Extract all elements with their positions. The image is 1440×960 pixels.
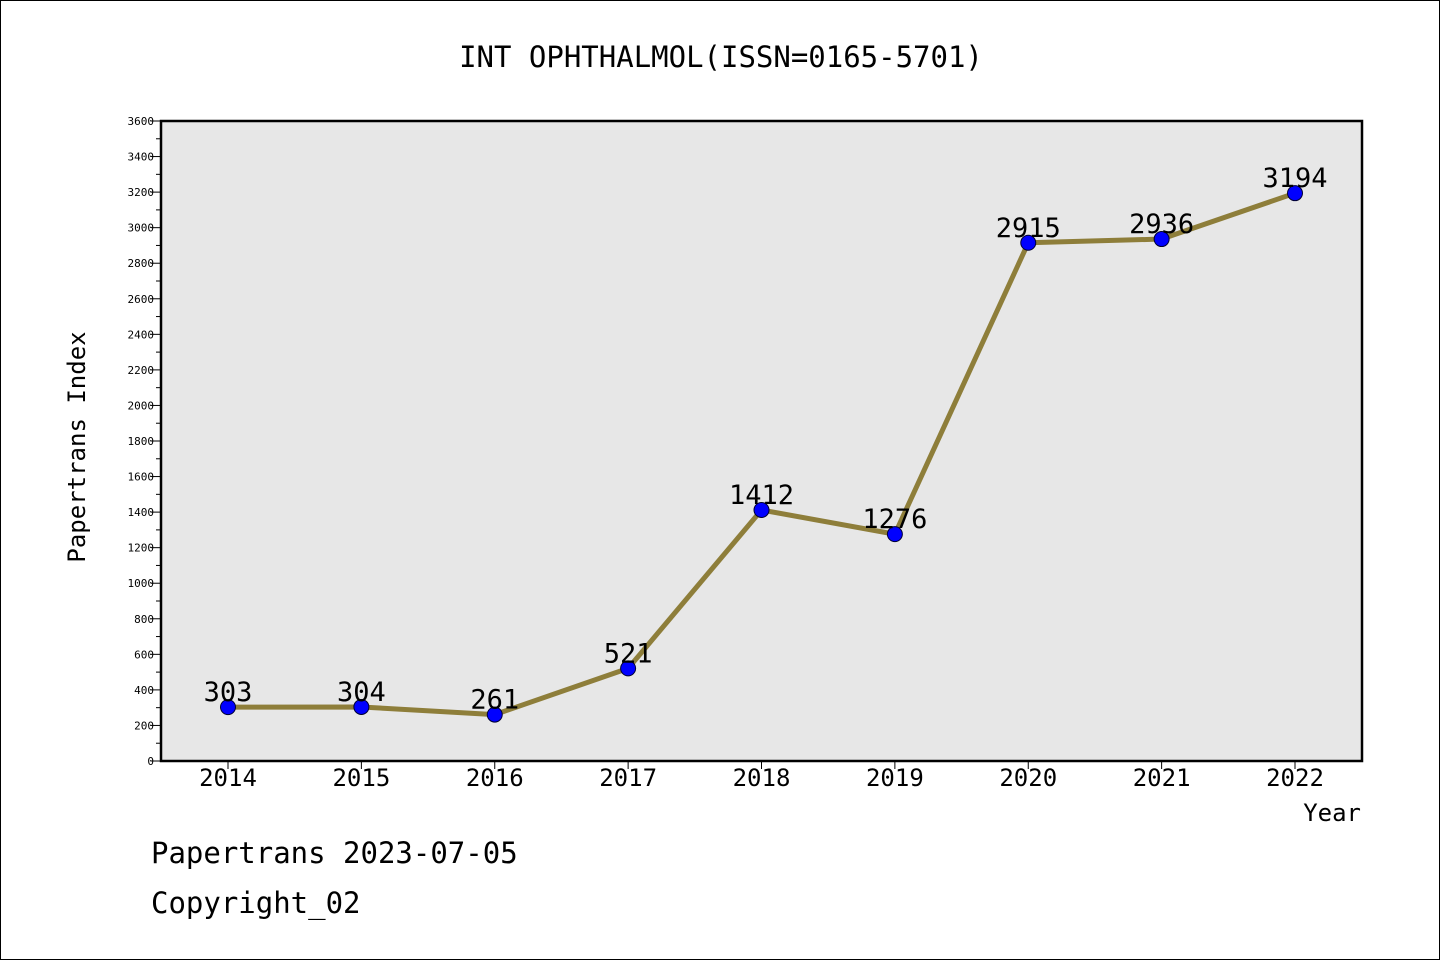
y-tick-label: 200 bbox=[134, 719, 154, 732]
y-tick-label: 0 bbox=[147, 755, 154, 768]
data-point bbox=[1020, 234, 1037, 251]
x-tick-label: 2019 bbox=[866, 764, 924, 792]
footer-copyright: Copyright_02 bbox=[151, 886, 361, 920]
data-point bbox=[220, 699, 236, 716]
y-tick-label: 1600 bbox=[128, 471, 155, 484]
y-tick-label: 1200 bbox=[128, 542, 155, 555]
y-tick-label: 2000 bbox=[128, 399, 155, 412]
data-label: 261 bbox=[470, 685, 519, 716]
y-tick-label: 2400 bbox=[128, 328, 155, 341]
data-label: 304 bbox=[337, 677, 386, 708]
x-tick-label: 2021 bbox=[1133, 764, 1191, 792]
x-tick-label: 2015 bbox=[332, 764, 390, 792]
x-tick-label: 2017 bbox=[599, 764, 657, 792]
y-tick-label: 2200 bbox=[128, 364, 155, 377]
y-tick-label: 600 bbox=[134, 648, 154, 661]
x-tick-label: 2016 bbox=[466, 764, 524, 792]
y-tick-label: 3400 bbox=[128, 151, 155, 164]
x-tick-label: 2020 bbox=[999, 764, 1057, 792]
data-label: 2915 bbox=[996, 213, 1061, 244]
data-point bbox=[886, 526, 903, 543]
data-point bbox=[486, 706, 503, 723]
data-label: 3194 bbox=[1262, 163, 1327, 194]
y-tick-label: 1800 bbox=[128, 435, 155, 448]
data-point bbox=[1287, 185, 1303, 202]
data-point bbox=[353, 698, 370, 715]
data-label: 2936 bbox=[1129, 209, 1194, 240]
data-point bbox=[753, 501, 770, 518]
y-tick-label: 3600 bbox=[128, 115, 155, 128]
y-tick-label: 400 bbox=[134, 684, 154, 697]
plot-area bbox=[159, 119, 1364, 763]
x-axis-label: Year bbox=[1303, 799, 1361, 827]
x-tick-label: 2022 bbox=[1266, 764, 1324, 792]
data-label: 1412 bbox=[729, 480, 794, 511]
data-label: 521 bbox=[604, 638, 653, 669]
y-axis-label: Papertrans Index bbox=[63, 331, 91, 562]
y-tick-label: 1000 bbox=[128, 577, 155, 590]
footer-date: Papertrans 2023-07-05 bbox=[151, 836, 518, 870]
x-tick-label: 2014 bbox=[199, 764, 257, 792]
y-tick-label: 800 bbox=[134, 613, 154, 626]
data-label: 1276 bbox=[862, 504, 927, 535]
y-tick-label: 3200 bbox=[128, 186, 155, 199]
data-point bbox=[620, 660, 637, 677]
data-label: 303 bbox=[204, 677, 253, 708]
data-point bbox=[1153, 231, 1170, 248]
y-tick-label: 2600 bbox=[128, 293, 155, 306]
y-tick-label: 1400 bbox=[128, 506, 155, 519]
y-tick-label: 2800 bbox=[128, 257, 155, 270]
y-tick-label: 3000 bbox=[128, 222, 155, 235]
x-tick-label: 2018 bbox=[733, 764, 791, 792]
chart-title: INT OPHTHALMOL(ISSN=0165-5701) bbox=[459, 40, 983, 74]
